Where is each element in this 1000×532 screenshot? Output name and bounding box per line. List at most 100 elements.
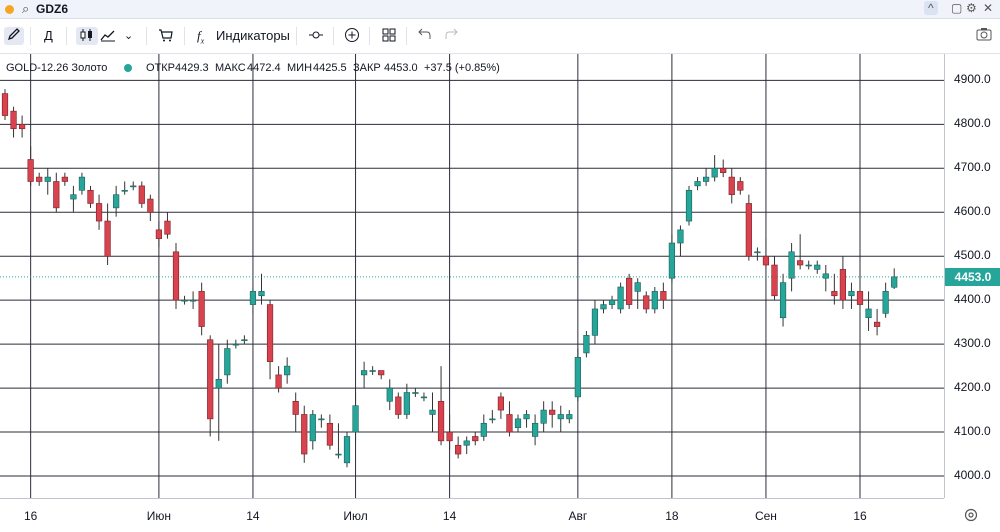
status-dot xyxy=(5,5,14,14)
candle xyxy=(788,243,795,292)
price-axis[interactable]: 4000.0 4100.0 4200.0 4300.0 4400.0 4500.0 4600… xyxy=(944,54,1000,498)
undo-icon[interactable] xyxy=(418,27,432,45)
candle-body-up xyxy=(848,291,855,297)
candle-body-up xyxy=(591,308,599,336)
candle xyxy=(608,295,616,309)
price-tick-label: 4900.0 xyxy=(954,72,991,87)
candle-body-down xyxy=(53,181,60,209)
close-icon[interactable]: ✕ xyxy=(983,1,994,15)
plus-circle-icon[interactable] xyxy=(344,27,360,45)
grid-icon[interactable] xyxy=(381,27,397,45)
maximize-button[interactable]: ▢ xyxy=(951,1,963,15)
candle-body-down xyxy=(643,295,650,310)
candle-body-up xyxy=(711,167,718,178)
candle-body-down xyxy=(497,396,505,411)
candle xyxy=(839,256,846,309)
toolbar-divider xyxy=(296,27,297,45)
symbol-input[interactable]: GDZ6 xyxy=(36,2,69,16)
candle xyxy=(403,383,410,419)
candle xyxy=(1,89,9,120)
candle xyxy=(651,286,658,314)
candle-body-up xyxy=(668,242,675,279)
area-icon[interactable] xyxy=(100,27,116,45)
candle xyxy=(472,432,479,446)
candle-body-down xyxy=(198,291,205,327)
candle-body-up xyxy=(557,414,564,420)
market-status-dot xyxy=(124,64,132,72)
candle-body-down xyxy=(104,220,111,257)
candle xyxy=(745,194,752,261)
compare-icon[interactable] xyxy=(308,27,324,45)
price-tick-label: 4000.0 xyxy=(954,468,991,483)
candle xyxy=(617,282,624,314)
candle xyxy=(737,177,744,195)
candle-body-up xyxy=(617,286,624,310)
candle-body-down xyxy=(207,339,214,420)
cart-icon[interactable] xyxy=(158,27,174,45)
candle-body-down xyxy=(301,414,308,455)
candle xyxy=(232,339,239,349)
price-tick-label: 4400.0 xyxy=(954,292,991,307)
axis-settings-icon[interactable] xyxy=(964,508,978,525)
time-tick-label: Июл xyxy=(343,509,368,523)
camera-icon[interactable] xyxy=(976,27,992,45)
candle-body-up xyxy=(249,291,257,305)
interval-button[interactable]: Д xyxy=(44,28,53,43)
candle xyxy=(53,172,60,213)
candle-body-down xyxy=(660,291,667,301)
chevron-down-icon[interactable]: ⌄ xyxy=(124,30,134,42)
candle-body-up xyxy=(360,370,368,376)
candle xyxy=(318,414,325,428)
toolbar-divider xyxy=(146,27,147,45)
candle-body-up xyxy=(70,194,77,200)
candle xyxy=(660,282,667,309)
candle-body-up xyxy=(429,409,436,415)
candle xyxy=(463,436,470,455)
candle xyxy=(44,168,51,195)
time-axis[interactable]: 16 Июн 14 Июл 14 Авг 18 Сен 16 xyxy=(0,498,944,532)
candle-body-down xyxy=(626,277,633,305)
candle xyxy=(164,212,171,239)
candle-body-down xyxy=(275,374,282,389)
candle-body-up xyxy=(531,422,539,437)
collapse-button[interactable]: ^ xyxy=(924,1,938,15)
candle xyxy=(779,273,787,327)
candle-body-up xyxy=(309,414,316,442)
candle-body-down xyxy=(437,400,445,442)
candle xyxy=(27,146,34,186)
pencil-icon[interactable] xyxy=(4,27,24,45)
candles-icon[interactable] xyxy=(76,27,98,45)
candle-body-down xyxy=(549,409,556,415)
chart-toolbar: Д ⌄ fx Индикаторы xyxy=(0,19,1000,54)
candle xyxy=(121,181,128,195)
candle-body-up xyxy=(608,299,616,305)
toolbar-divider xyxy=(333,27,334,45)
redo-icon[interactable] xyxy=(444,27,458,45)
candle xyxy=(249,286,257,314)
indicators-button[interactable]: Индикаторы xyxy=(216,28,290,43)
candle-body-up xyxy=(403,392,410,415)
candle-body-down xyxy=(138,185,145,204)
candle xyxy=(198,282,205,336)
candle xyxy=(540,401,547,433)
candle xyxy=(728,168,735,204)
fx-icon[interactable]: fx xyxy=(197,28,205,46)
chart-plot-area[interactable] xyxy=(0,54,944,498)
candle xyxy=(814,260,821,274)
last-price-badge: 4453.0 xyxy=(945,267,1000,286)
time-tick-label: 18 xyxy=(665,509,679,523)
candle xyxy=(172,243,180,309)
toolbar-divider xyxy=(369,27,370,45)
price-tick-label: 4800.0 xyxy=(954,116,991,131)
candle xyxy=(668,234,675,283)
candle-body-up xyxy=(566,414,573,420)
candle xyxy=(702,168,710,186)
settings-gear-icon[interactable]: ⚙ xyxy=(966,1,977,15)
candle xyxy=(497,392,505,419)
candle xyxy=(677,225,684,257)
candle-body-down xyxy=(147,198,154,213)
candle xyxy=(326,414,334,450)
candle xyxy=(720,159,727,178)
search-icon[interactable]: ⌕ xyxy=(22,1,30,16)
candle xyxy=(771,256,778,301)
